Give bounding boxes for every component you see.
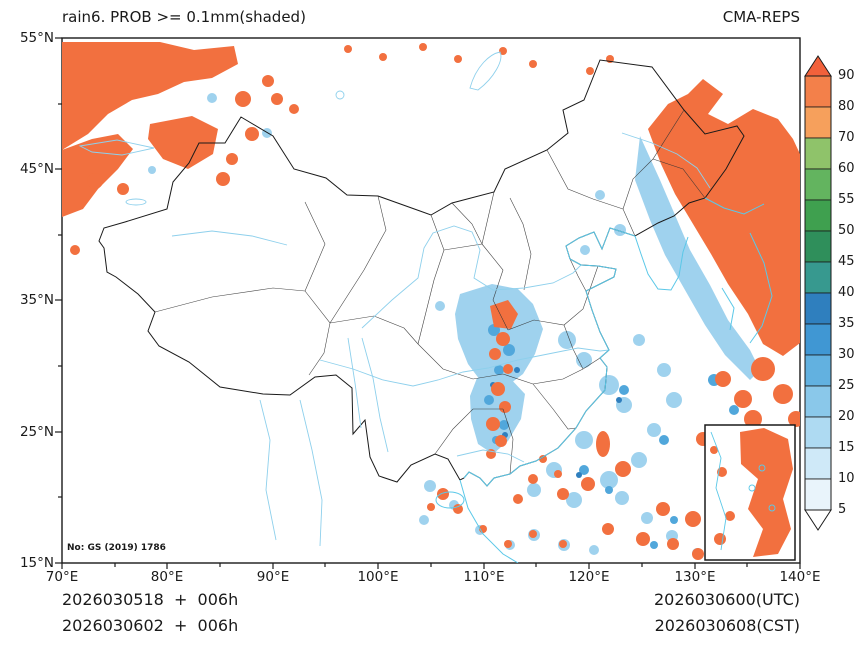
x-tick-label: 110°E [463, 569, 505, 585]
model-name-label: CMA-REPS [722, 8, 800, 26]
x-tick-label: 130°E [674, 569, 716, 585]
colorbar-label: 55 [838, 192, 855, 207]
colorbar-label: 90 [838, 68, 855, 83]
province-borders [154, 109, 706, 475]
x-tick-label: 80°E [150, 569, 184, 585]
y-tick-label: 45°N [19, 161, 54, 177]
colorbar-label: 10 [838, 471, 855, 486]
colorbar-label: 25 [838, 378, 855, 393]
x-tick-label: 140°E [779, 569, 821, 585]
colorbar-label: 50 [838, 223, 855, 238]
rivers [78, 51, 711, 547]
axis-ticks [55, 37, 801, 569]
colorbar-label: 5 [838, 502, 847, 517]
colorbar-label: 20 [838, 409, 855, 424]
colorbar-arrow-bottom [804, 509, 832, 531]
license-note: No: GS (2019) 1786 [67, 543, 166, 553]
init-lead-line-1: 2026030518 + 006h [62, 590, 239, 609]
prob-shade-low [118, 93, 760, 558]
colorbar-arrow-top [804, 55, 832, 77]
colorbar-label: 35 [838, 316, 855, 331]
colorbar-segments [804, 75, 832, 511]
x-tick-label: 70°E [45, 569, 79, 585]
colorbar-label: 60 [838, 161, 855, 176]
colorbar-label: 80 [838, 99, 855, 114]
y-tick-label: 35°N [19, 292, 54, 308]
y-tick-label: 15°N [19, 555, 54, 571]
valid-time-utc: 2026030600(UTC) [654, 590, 800, 609]
init-lead-line-2: 2026030602 + 006h [62, 616, 239, 635]
y-tick-label: 25°N [19, 424, 54, 440]
plot-title: rain6. PROB >= 0.1mm(shaded) [62, 8, 306, 26]
colorbar-label: 30 [838, 347, 855, 362]
coastline [435, 197, 773, 563]
colorbar [804, 55, 832, 531]
colorbar-label: 45 [838, 254, 855, 269]
x-tick-label: 90°E [256, 569, 290, 585]
colorbar-label: 40 [838, 285, 855, 300]
south-china-sea-inset [704, 424, 796, 561]
x-tick-label: 100°E [357, 569, 399, 585]
valid-time-cst: 2026030608(CST) [654, 616, 800, 635]
colorbar-label: 70 [838, 130, 855, 145]
colorbar-label: 15 [838, 440, 855, 455]
x-tick-label: 120°E [568, 569, 610, 585]
y-tick-label: 55°N [19, 30, 54, 46]
